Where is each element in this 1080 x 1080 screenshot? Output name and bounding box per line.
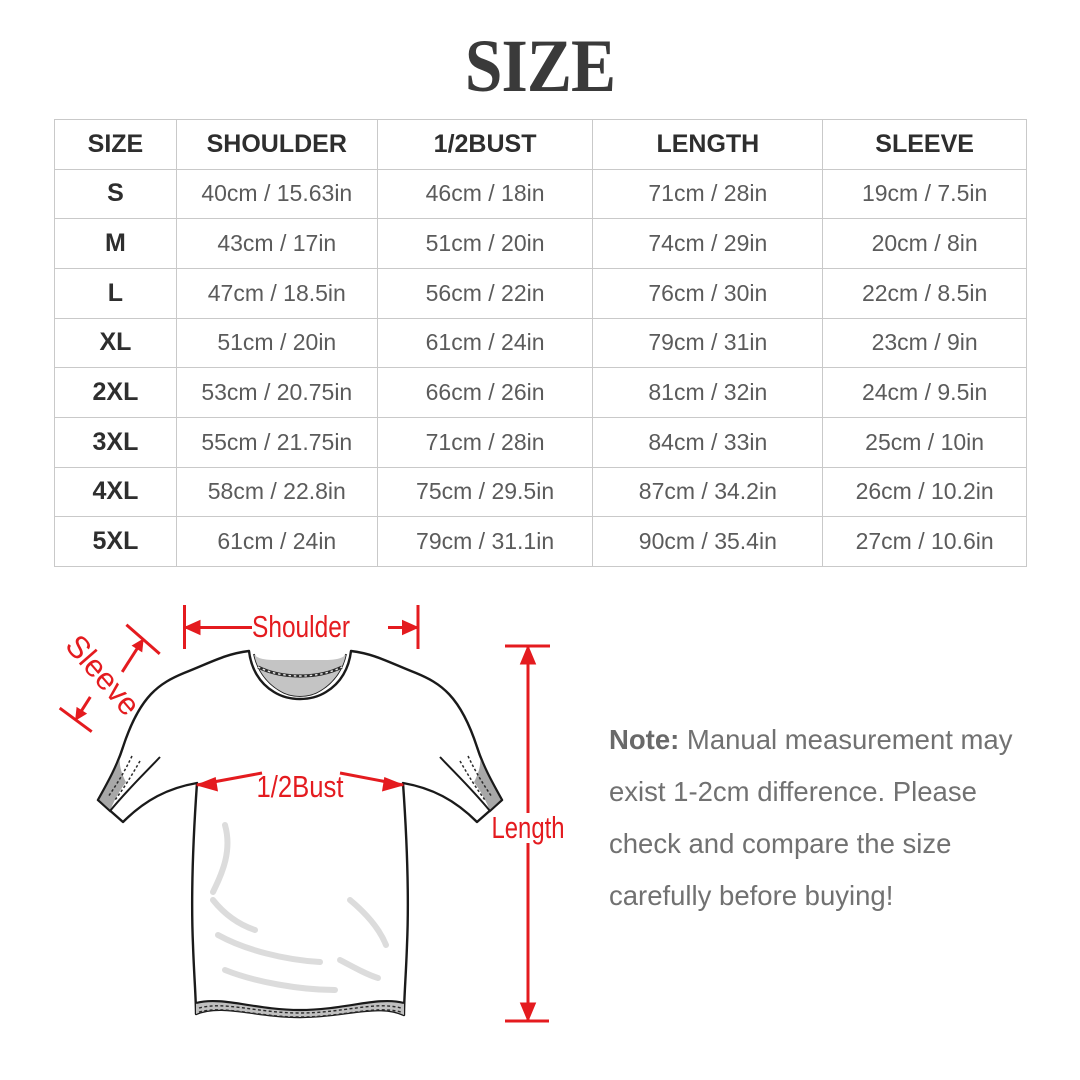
svg-text:Length: Length: [492, 810, 565, 845]
svg-text:Sleeve: Sleeve: [59, 628, 148, 723]
svg-text:1/2Bust: 1/2Bust: [257, 769, 344, 804]
svg-text:Shoulder: Shoulder: [252, 609, 350, 644]
